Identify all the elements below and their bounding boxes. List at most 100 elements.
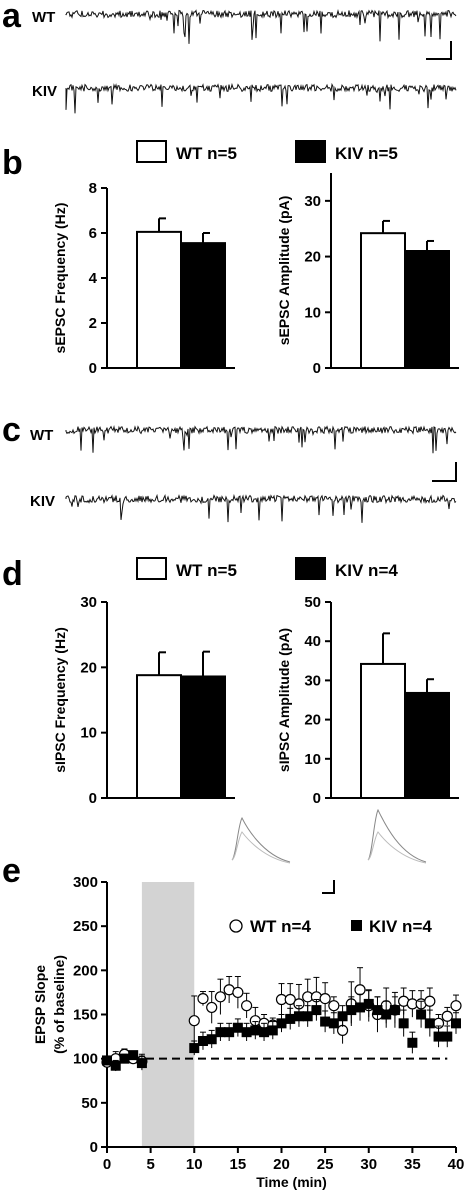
- point-kiv: [136, 1058, 147, 1069]
- legend-b: WT n=5 KIV n=5: [136, 140, 398, 163]
- point-kiv: [311, 1005, 322, 1016]
- x-tick-label: 40: [448, 1156, 465, 1173]
- point-kiv: [346, 1005, 357, 1016]
- y-tick-label: 30: [80, 594, 97, 611]
- y-tick-label: 20: [304, 712, 321, 729]
- point-kiv: [110, 1060, 121, 1071]
- y-tick-label: 0: [89, 360, 97, 377]
- sepsc-trace-kiv: [65, 82, 457, 114]
- y-tick-label: 4: [89, 270, 98, 287]
- point-kiv: [206, 1034, 217, 1045]
- y-tick-label: 8: [89, 180, 97, 197]
- legend-marker-kiv: [351, 920, 362, 931]
- trace-label-wt-c: WT: [30, 427, 53, 444]
- y-tick-label: 250: [73, 918, 98, 935]
- point-kiv: [285, 1013, 296, 1024]
- scale-bar-e: [322, 880, 335, 894]
- point-wt: [206, 1001, 218, 1014]
- legend-marker-wt: [229, 919, 243, 933]
- inset-trace-kiv-baseline: [367, 831, 427, 864]
- epsp-inset-traces: [231, 808, 427, 894]
- chart-epsp-slope: 0 50 100 150 200 250 300 0 5 10 15 20 25 30 35 40 Time (…: [32, 874, 464, 1190]
- point-wt: [284, 993, 296, 1006]
- point-kiv: [241, 1027, 252, 1038]
- y-tick-label: 20: [304, 249, 321, 266]
- panel-letter-c: c: [2, 411, 21, 449]
- point-kiv: [424, 1018, 435, 1029]
- legend-label-wt: WT n=5: [176, 144, 237, 163]
- legend-swatch-wt: [136, 557, 167, 580]
- y-tick-label: 10: [304, 751, 321, 768]
- bar-kiv: [404, 250, 450, 369]
- point-kiv: [267, 1025, 278, 1036]
- point-kiv: [337, 1011, 348, 1022]
- legend-label-kiv: KIV n=4: [335, 561, 398, 580]
- point-kiv: [372, 1005, 383, 1016]
- chart-sepsc-frequency: 0 2 4 6 8 sEPSC Frequency (Hz): [52, 180, 235, 377]
- chart-sepsc-amplitude: 0 10 20 30 sEPSC Amplitude (pA): [276, 173, 459, 377]
- bar-wt: [360, 662, 406, 799]
- y-tick-label: 10: [304, 304, 321, 321]
- bar-wt: [136, 230, 182, 369]
- point-kiv: [250, 1025, 261, 1036]
- point-kiv: [433, 1031, 444, 1042]
- y-tick-label: 0: [90, 1139, 98, 1156]
- legend-d: WT n=5 KIV n=4: [136, 557, 398, 580]
- bar-kiv: [180, 675, 226, 799]
- legend-label-wt: WT n=4: [250, 917, 311, 936]
- x-tick-label: 35: [404, 1156, 421, 1173]
- point-kiv: [398, 1018, 409, 1029]
- trace-label-wt-a: WT: [32, 9, 55, 26]
- point-kiv: [381, 1009, 392, 1020]
- point-wt: [214, 991, 227, 1003]
- legend-swatch-wt: [136, 140, 167, 163]
- panel-letter-b: b: [2, 144, 23, 182]
- point-wt: [450, 1000, 462, 1012]
- point-kiv: [259, 1027, 270, 1038]
- inset-trace-kiv: [367, 808, 427, 863]
- point-wt: [328, 1000, 340, 1012]
- panel-letter-e: e: [2, 852, 21, 890]
- legend-label-kiv: KIV n=5: [335, 144, 398, 163]
- point-wt: [336, 1024, 349, 1037]
- point-wt: [424, 995, 436, 1007]
- point-wt: [241, 1000, 253, 1012]
- y-tick-label: 10: [80, 725, 97, 742]
- legend-label-wt: WT n=5: [176, 561, 237, 580]
- trace-label-kiv-c: KIV: [30, 493, 55, 510]
- point-kiv: [302, 1011, 313, 1022]
- sipsc-trace-wt: [65, 425, 457, 454]
- y-axis-title: sIPSC Amplitude (pA): [276, 628, 292, 772]
- legend-swatch-kiv: [295, 557, 326, 580]
- point-kiv: [232, 1022, 243, 1033]
- point-kiv: [416, 1009, 427, 1020]
- point-kiv: [119, 1053, 130, 1064]
- point-wt: [441, 1010, 453, 1022]
- bar-kiv: [404, 691, 450, 799]
- point-kiv: [189, 1043, 200, 1054]
- y-tick-label: 30: [304, 672, 321, 689]
- y-tick-label: 300: [73, 874, 98, 891]
- point-kiv: [328, 1018, 339, 1029]
- x-tick-label: 0: [103, 1156, 111, 1173]
- x-tick-label: 30: [360, 1156, 377, 1173]
- point-kiv: [389, 1005, 400, 1016]
- y-tick-label: 2: [89, 315, 97, 332]
- x-tick-label: 15: [230, 1156, 247, 1173]
- x-tick-label: 5: [146, 1156, 154, 1173]
- point-kiv: [276, 1018, 287, 1029]
- point-kiv: [320, 1016, 331, 1027]
- inset-trace-wt: [231, 816, 291, 863]
- point-kiv: [197, 1036, 208, 1046]
- y-tick-label: 6: [89, 225, 97, 242]
- point-kiv: [102, 1055, 112, 1066]
- point-kiv: [442, 1031, 453, 1042]
- sipsc-trace-kiv: [65, 493, 457, 523]
- y-axis-title: EPSP Slope: [32, 965, 48, 1044]
- y-tick-label: 30: [304, 193, 321, 210]
- scale-bar-a: [426, 41, 452, 60]
- point-kiv: [355, 1002, 366, 1013]
- trace-label-kiv-a: KIV: [32, 83, 57, 100]
- x-tick-label: 10: [186, 1156, 203, 1173]
